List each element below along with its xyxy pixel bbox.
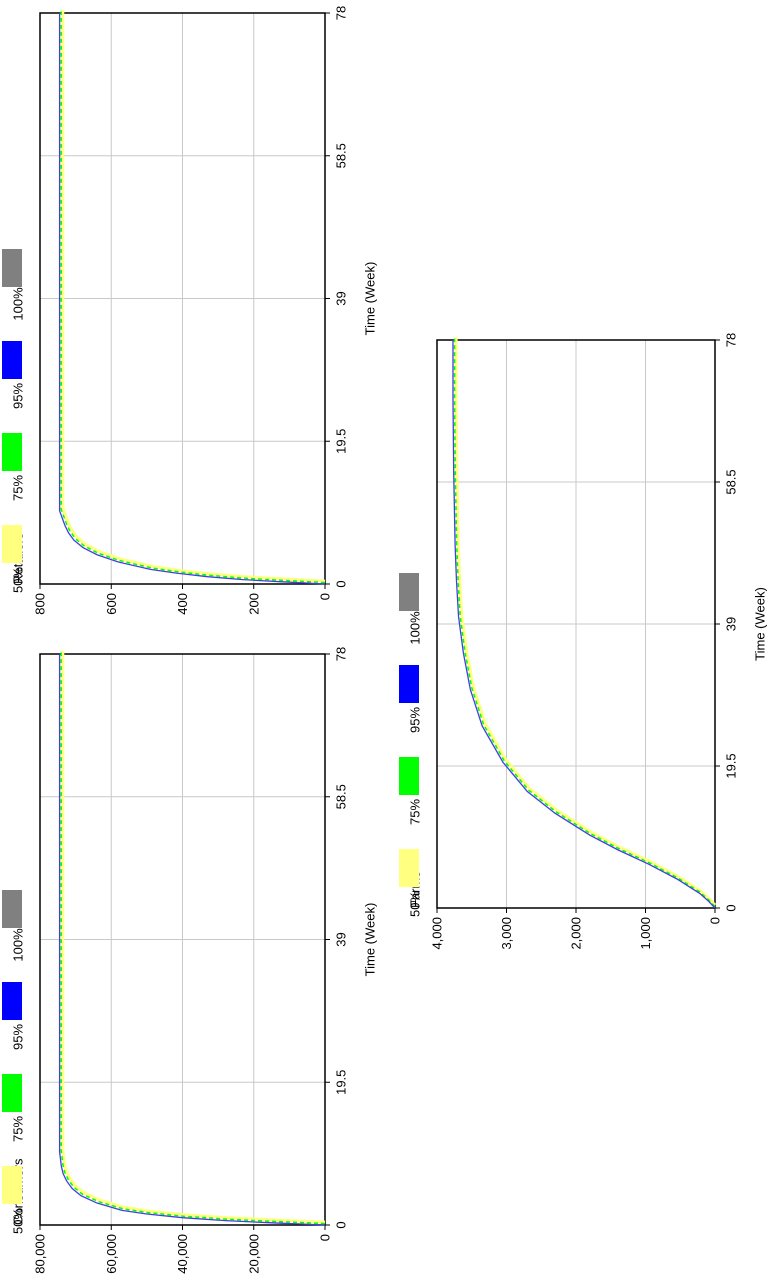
legend-label-75: 75%: [408, 799, 423, 825]
legend-label-100: 100%: [11, 928, 26, 962]
value-tick-label: 40,000: [175, 1234, 190, 1274]
legend-label-100: 100%: [11, 287, 26, 321]
legend-label-50: 50%: [408, 891, 423, 917]
legend: 50% 75% 95% 100%: [399, 573, 423, 917]
time-tick-label: 39: [334, 932, 349, 946]
legend-swatch-95: [2, 982, 22, 1020]
legend: 50% 75% 95% 100%: [2, 890, 26, 1234]
time-tick-label: 58.5: [334, 143, 349, 168]
legend-label-95: 95%: [408, 707, 423, 733]
x-axis-title: Time (Week): [363, 903, 378, 977]
value-tick-label: 0: [318, 1234, 333, 1241]
value-tick-label: 0: [708, 917, 723, 924]
value-tick-label: 600: [104, 593, 119, 615]
value-tick-label: 0: [318, 593, 333, 600]
legend-swatch-100: [2, 249, 22, 287]
value-tick-label: 400: [175, 593, 190, 615]
time-tick-label: 58.5: [724, 469, 739, 494]
legend-label-75: 75%: [11, 475, 26, 501]
time-tick-label: 58.5: [334, 784, 349, 809]
time-tick-label: 19.5: [724, 753, 739, 778]
band-75: [60, 652, 326, 1225]
band-75: [60, 11, 326, 584]
legend-swatch-50: [399, 849, 419, 887]
farms-chart: 0 1,000 2,000 3,000 4,000 0 19.5 39 58.5 78 Time (…: [399, 333, 768, 950]
legend-label-100: 100%: [408, 611, 423, 645]
legend-label-50: 50%: [11, 567, 26, 593]
value-tick-label: 80,000: [33, 1234, 48, 1274]
x-axis-title: Time (Week): [753, 587, 768, 661]
time-tick-label: 19.5: [334, 1070, 349, 1095]
legend: 50% 75% 95% 100%: [2, 249, 26, 593]
legend-swatch-75: [2, 433, 22, 471]
time-tick-label: 0: [334, 580, 349, 587]
legend-label-95: 95%: [11, 383, 26, 409]
legend-label-50: 50%: [11, 1208, 26, 1234]
time-tick-label: 0: [724, 904, 739, 911]
time-tick-label: 78: [334, 647, 349, 661]
legend-swatch-75: [399, 757, 419, 795]
time-tick-label: 78: [724, 333, 739, 347]
series-line: [58, 13, 326, 585]
consumers-chart: 0 20,000 40,000 60,000 80,000 0 19.5 39 58.5 78 Ti…: [2, 647, 378, 1274]
value-tick-label: 4,000: [430, 917, 445, 950]
time-tick-label: 39: [334, 291, 349, 305]
legend-swatch-50: [2, 525, 22, 563]
legend-swatch-100: [2, 890, 22, 928]
value-tick-label: 800: [33, 593, 48, 615]
legend-swatch-95: [399, 665, 419, 703]
band-50: [454, 337, 717, 907]
value-tick-label: 20,000: [246, 1234, 261, 1274]
value-tick-label: 1,000: [638, 917, 653, 950]
band-75: [453, 338, 716, 908]
band-50: [61, 651, 326, 1224]
value-tick-label: 2,000: [569, 917, 584, 950]
value-tick-label: 60,000: [104, 1234, 119, 1274]
legend-swatch-95: [2, 341, 22, 379]
time-tick-label: 19.5: [334, 429, 349, 454]
legend-label-75: 75%: [11, 1116, 26, 1142]
legend-swatch-50: [2, 1166, 22, 1204]
time-tick-label: 0: [334, 1221, 349, 1228]
x-axis-title: Time (Week): [363, 262, 378, 336]
value-tick-label: 200: [246, 593, 261, 615]
legend-swatch-100: [399, 573, 419, 611]
series-line: [58, 654, 326, 1226]
band-50: [61, 10, 326, 583]
legend-swatch-75: [2, 1074, 22, 1112]
time-tick-label: 78: [334, 6, 349, 20]
series-line: [452, 340, 716, 909]
time-tick-label: 39: [724, 617, 739, 631]
legend-label-95: 95%: [11, 1024, 26, 1050]
value-tick-label: 3,000: [499, 917, 514, 950]
